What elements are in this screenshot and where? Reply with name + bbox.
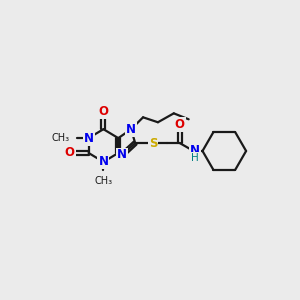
Text: CH₃: CH₃ [52, 133, 70, 143]
Text: N: N [84, 132, 94, 145]
Text: N: N [117, 148, 127, 161]
Text: O: O [175, 118, 185, 131]
Text: N: N [126, 123, 136, 136]
Text: N: N [98, 155, 108, 168]
Text: H: H [191, 153, 199, 163]
Text: CH₃: CH₃ [94, 176, 112, 186]
Text: S: S [149, 136, 157, 150]
Text: O: O [98, 105, 108, 118]
Text: O: O [65, 146, 75, 160]
Text: N: N [190, 145, 200, 158]
